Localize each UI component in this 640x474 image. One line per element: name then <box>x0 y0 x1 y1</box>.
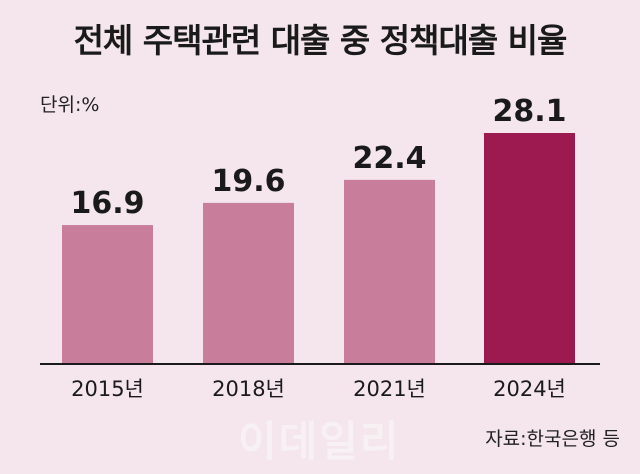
value-label-2: 19.6 <box>211 164 285 199</box>
category-label-1: 2015년 <box>71 377 144 401</box>
unit-label: 단위:% <box>40 94 100 116</box>
category-label-3: 2021년 <box>353 377 426 401</box>
bar-3 <box>344 179 435 364</box>
bar-1 <box>62 225 153 364</box>
bar-2 <box>203 202 294 364</box>
category-label-4: 2024년 <box>493 377 566 401</box>
value-label-1: 16.9 <box>70 186 144 221</box>
chart-title: 전체 주택관련 대출 중 정책대출 비율 <box>73 21 568 60</box>
source-note: 자료:한국은행 등 <box>485 428 620 450</box>
value-label-4: 28.1 <box>492 94 566 129</box>
value-label-3: 22.4 <box>352 141 426 176</box>
watermark-logo: 이데일리 <box>238 417 401 466</box>
bar-4 <box>484 133 575 364</box>
category-label-2: 2018년 <box>212 377 285 401</box>
